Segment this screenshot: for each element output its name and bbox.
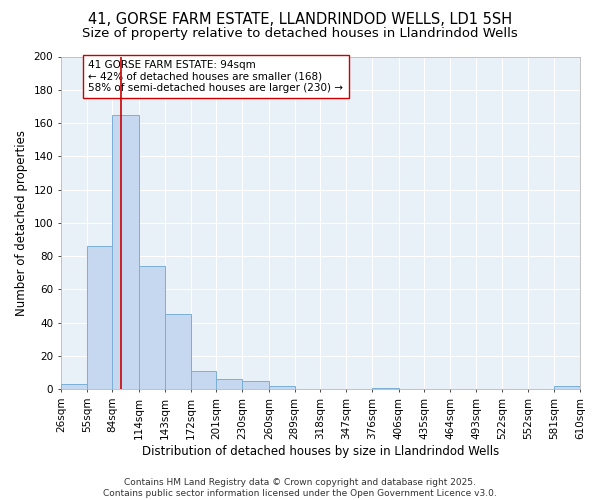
Bar	[372, 388, 398, 389]
Bar	[242, 381, 269, 389]
Text: Size of property relative to detached houses in Llandrindod Wells: Size of property relative to detached ho…	[82, 28, 518, 40]
Bar	[191, 371, 217, 389]
Bar	[217, 379, 242, 389]
Bar	[554, 386, 580, 389]
Text: Contains HM Land Registry data © Crown copyright and database right 2025.
Contai: Contains HM Land Registry data © Crown c…	[103, 478, 497, 498]
Bar	[112, 114, 139, 389]
Bar	[61, 384, 87, 389]
Y-axis label: Number of detached properties: Number of detached properties	[15, 130, 28, 316]
Bar	[269, 386, 295, 389]
Text: 41 GORSE FARM ESTATE: 94sqm
← 42% of detached houses are smaller (168)
58% of se: 41 GORSE FARM ESTATE: 94sqm ← 42% of det…	[88, 60, 343, 93]
Text: 41, GORSE FARM ESTATE, LLANDRINDOD WELLS, LD1 5SH: 41, GORSE FARM ESTATE, LLANDRINDOD WELLS…	[88, 12, 512, 28]
X-axis label: Distribution of detached houses by size in Llandrindod Wells: Distribution of detached houses by size …	[142, 444, 499, 458]
Bar	[165, 314, 191, 389]
Bar	[87, 246, 112, 389]
Bar	[139, 266, 165, 389]
